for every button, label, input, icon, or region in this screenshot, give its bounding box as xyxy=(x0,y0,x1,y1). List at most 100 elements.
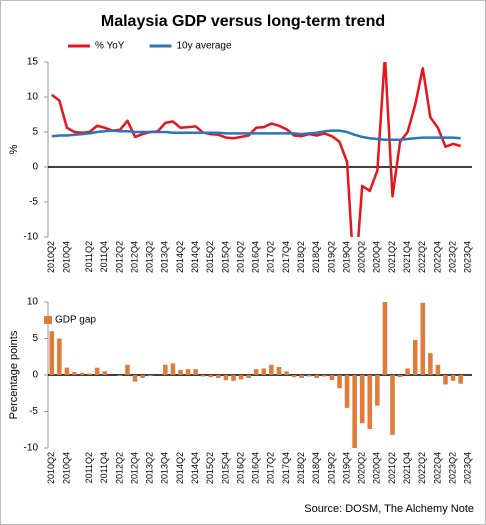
legend-label: % YoY xyxy=(95,41,125,52)
bar xyxy=(397,375,403,378)
plot-area xyxy=(49,302,463,448)
bar xyxy=(231,375,236,381)
x-tick-label: 2018Q4 xyxy=(311,452,321,484)
bar xyxy=(390,375,395,435)
y-tick-label: 5 xyxy=(32,127,38,138)
x-tick-label: 2019Q2 xyxy=(326,241,336,273)
bar xyxy=(72,372,77,375)
x-tick-label: 2022Q2 xyxy=(417,241,427,273)
bar xyxy=(382,302,388,375)
bar xyxy=(329,375,335,381)
bar xyxy=(87,373,92,375)
x-tick-label: 2021Q2 xyxy=(387,241,397,273)
y-tick-label: -10 xyxy=(24,443,39,454)
bar xyxy=(94,367,100,375)
bar xyxy=(193,369,198,375)
series-line xyxy=(51,62,461,237)
legend-swatch xyxy=(44,316,52,324)
bar xyxy=(238,375,244,380)
bar xyxy=(458,375,463,384)
bar xyxy=(450,375,456,381)
bar xyxy=(102,371,108,375)
x-tick-label: 2017Q2 xyxy=(266,241,276,273)
x-tick-label: 2016Q2 xyxy=(235,452,245,484)
x-tick-label: 2023Q4 xyxy=(463,241,473,273)
x-tick-label: 2019Q4 xyxy=(341,241,351,273)
bar xyxy=(284,371,289,375)
x-tick-label: 2014Q2 xyxy=(175,241,185,273)
x-tick-label: 2015Q4 xyxy=(220,241,230,273)
x-tick-label: 2018Q4 xyxy=(311,241,321,273)
bar xyxy=(261,368,267,375)
series-line xyxy=(51,129,461,141)
bar xyxy=(420,302,426,375)
y-tick-label: 10 xyxy=(27,92,39,103)
bar xyxy=(322,375,327,377)
y-tick-label: 0 xyxy=(32,370,38,381)
x-tick-label: 2016Q2 xyxy=(235,241,245,273)
x-tick-label: 2019Q2 xyxy=(326,452,336,484)
bar xyxy=(64,367,70,375)
bar xyxy=(276,366,282,375)
x-tick-label: 2010Q4 xyxy=(61,452,71,484)
bar xyxy=(140,375,145,378)
bar xyxy=(117,375,123,376)
y-tick-label: 15 xyxy=(27,57,39,68)
x-tick-label: 2023Q2 xyxy=(447,241,457,273)
x-tick-label: 2012Q2 xyxy=(114,241,124,273)
x-tick-label: 2021Q2 xyxy=(387,452,397,484)
x-tick-label: 2021Q4 xyxy=(402,452,412,484)
bar xyxy=(269,364,274,375)
x-tick-label: 2016Q4 xyxy=(251,241,261,273)
bar xyxy=(428,353,433,375)
y-axis-label: % xyxy=(8,144,20,154)
bar xyxy=(405,368,410,375)
bar xyxy=(337,375,342,389)
y-axis-label: Percentage points xyxy=(8,330,20,419)
x-tick-label: 2016Q4 xyxy=(251,452,261,484)
bar xyxy=(170,363,176,375)
y-tick-label: 10 xyxy=(27,297,39,308)
x-tick-label: 2018Q2 xyxy=(296,241,306,273)
x-tick-label: 2013Q4 xyxy=(160,241,170,273)
y-tick-label: 0 xyxy=(32,162,38,173)
bar xyxy=(147,375,153,376)
y-tick-label: -5 xyxy=(29,406,38,417)
bar xyxy=(253,369,259,375)
legend-label: 10y average xyxy=(176,41,231,52)
x-tick-label: 2012Q2 xyxy=(114,452,124,484)
plot-area xyxy=(51,62,461,237)
bar xyxy=(125,364,130,375)
x-tick-label: 2011Q4 xyxy=(99,241,109,272)
bar xyxy=(412,339,418,375)
x-tick-label: 2022Q4 xyxy=(432,452,442,484)
x-tick-label: 2023Q2 xyxy=(447,452,457,484)
bar xyxy=(79,372,85,375)
bar xyxy=(352,375,357,448)
x-tick-label: 2020Q4 xyxy=(372,452,382,484)
legend-label: GDP gap xyxy=(55,315,96,326)
x-tick-label: 2017Q4 xyxy=(281,452,291,484)
chart-title: Malaysia GDP versus long-term trend xyxy=(101,13,385,30)
bar xyxy=(314,375,320,378)
x-tick-label: 2013Q2 xyxy=(145,241,155,273)
x-tick-label: 2010Q4 xyxy=(61,241,71,273)
bar xyxy=(178,369,183,375)
x-tick-label: 2014Q2 xyxy=(175,452,185,484)
bar xyxy=(246,375,251,378)
x-tick-label: 2022Q4 xyxy=(432,241,442,273)
bar xyxy=(359,375,365,424)
bar xyxy=(375,375,380,406)
y-tick-label: -5 xyxy=(29,197,38,208)
x-tick-label: 2013Q2 xyxy=(145,452,155,484)
x-tick-label: 2014Q4 xyxy=(190,452,200,484)
bar xyxy=(223,375,229,381)
x-tick-label: 2012Q4 xyxy=(129,452,139,484)
y-tick-label: 5 xyxy=(32,333,38,344)
x-tick-label: 2020Q2 xyxy=(357,241,367,273)
x-tick-label: 2017Q4 xyxy=(281,241,291,273)
y-tick-label: -10 xyxy=(24,232,39,243)
bar xyxy=(299,375,304,378)
